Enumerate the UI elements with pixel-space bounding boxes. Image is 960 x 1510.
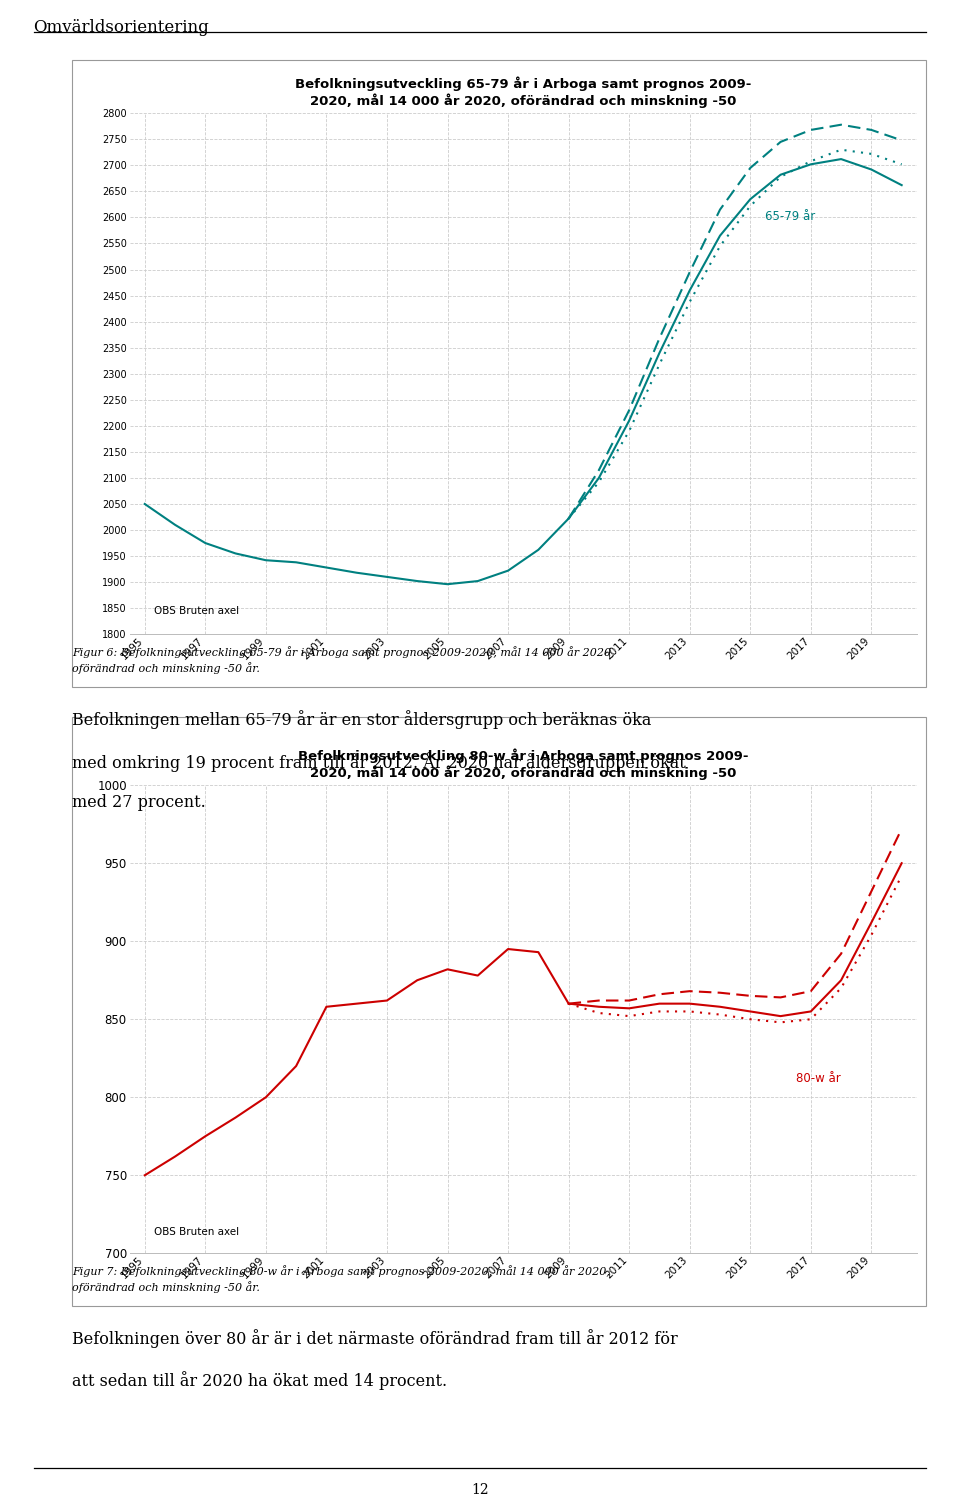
- Text: OBS Bruten axel: OBS Bruten axel: [154, 1226, 239, 1237]
- Text: att sedan till år 2020 ha ökat med 14 procent.: att sedan till år 2020 ha ökat med 14 pr…: [72, 1371, 447, 1391]
- Text: Befolkningen mellan 65-79 år är en stor åldersgrupp och beräknas öka: Befolkningen mellan 65-79 år är en stor …: [72, 710, 652, 729]
- Text: med omkring 19 procent fram till år 2012. År 2020 har åldersgruppen ökat: med omkring 19 procent fram till år 2012…: [72, 752, 685, 772]
- Text: med 27 procent.: med 27 procent.: [72, 794, 205, 811]
- Title: Befolkningsutveckling 80-w år i Arboga samt prognos 2009-
2020, mål 14 000 år 20: Befolkningsutveckling 80-w år i Arboga s…: [298, 749, 749, 779]
- Text: OBS Bruten axel: OBS Bruten axel: [154, 607, 239, 616]
- Title: Befolkningsutveckling 65-79 år i Arboga samt prognos 2009-
2020, mål 14 000 år 2: Befolkningsutveckling 65-79 år i Arboga …: [295, 77, 752, 107]
- Text: 12: 12: [471, 1483, 489, 1496]
- Text: Omvärldsorientering: Omvärldsorientering: [34, 18, 209, 36]
- Text: Figur 7: Befolkningsutveckling 80-w år i Arboga samt prognos 2009-2020, mål 14 0: Figur 7: Befolkningsutveckling 80-w år i…: [72, 1265, 610, 1293]
- Text: Befolkningen över 80 år är i det närmaste oförändrad fram till år 2012 för: Befolkningen över 80 år är i det närmast…: [72, 1329, 678, 1348]
- Text: 65-79 år: 65-79 år: [765, 210, 816, 223]
- Text: 80-w år: 80-w år: [796, 1072, 840, 1084]
- Text: Figur 6: Befolkningsutveckling 65-79 år i Arboga samt prognos 2009-2020, mål 14 : Figur 6: Befolkningsutveckling 65-79 år …: [72, 646, 614, 673]
